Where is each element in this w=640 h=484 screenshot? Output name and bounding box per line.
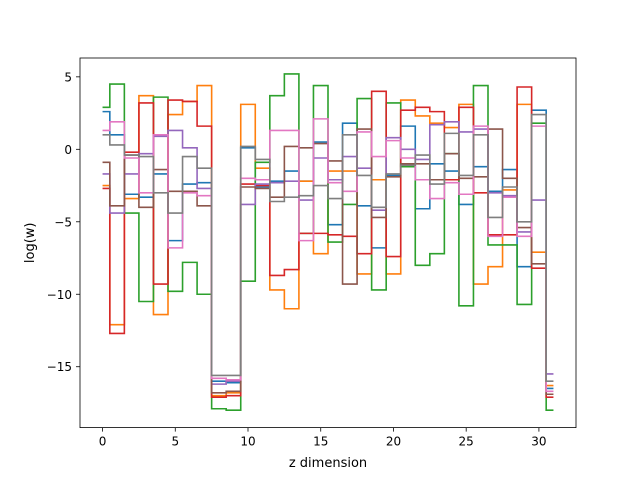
x-tick-label: 15 <box>313 435 328 449</box>
x-tick-label: 10 <box>240 435 255 449</box>
y-tick-label: −10 <box>47 288 72 302</box>
series-line-7 <box>102 118 554 393</box>
x-tick-label: 20 <box>386 435 401 449</box>
x-tick-label: 5 <box>171 435 179 449</box>
series-line-2 <box>102 84 554 397</box>
x-tick-label: 0 <box>99 435 107 449</box>
y-tick-label: 5 <box>64 70 72 84</box>
x-tick-label: 25 <box>459 435 474 449</box>
series-line-8 <box>102 113 554 383</box>
plot-area-frame <box>79 57 577 429</box>
y-axis-label: log(w) <box>23 223 38 264</box>
series-layer <box>102 73 554 412</box>
x-tick-label: 30 <box>531 435 546 449</box>
y-tick-label: 0 <box>64 143 72 157</box>
y-tick-label: −15 <box>47 360 72 374</box>
x-axis-label: z dimension <box>289 456 367 471</box>
x-axis-ticks: 0 5 10 15 20 25 30 <box>99 427 547 449</box>
y-axis-ticks: −15 −10 −5 0 5 <box>47 70 80 374</box>
y-tick-label: −5 <box>54 215 72 229</box>
